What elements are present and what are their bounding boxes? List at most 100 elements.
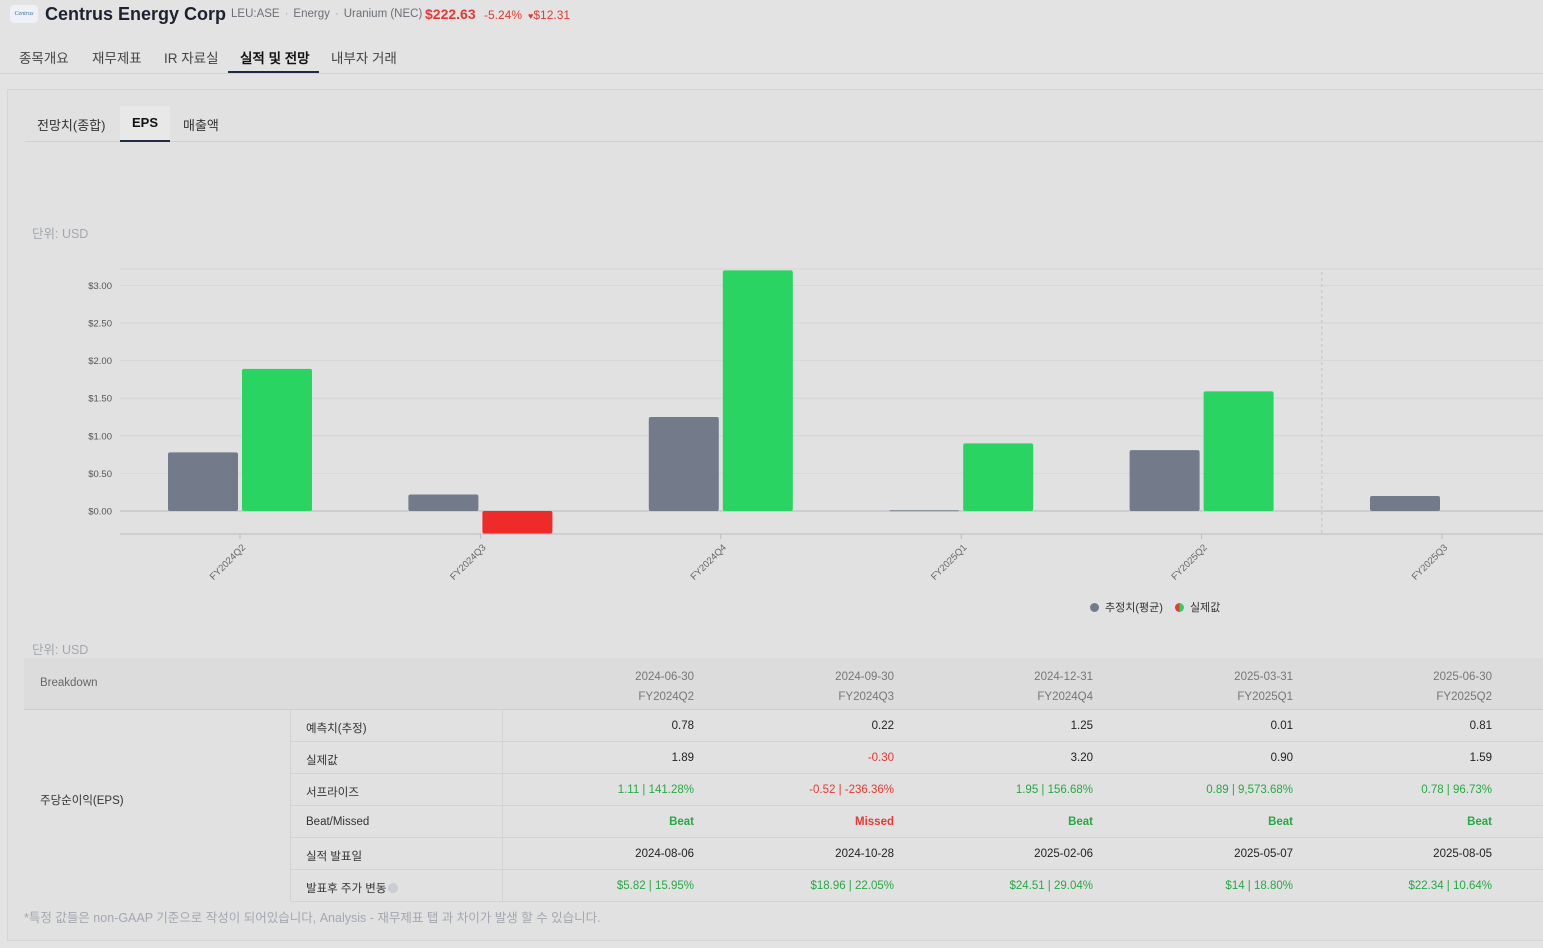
ticker: LEU:ASE xyxy=(231,8,280,20)
x-tick-label: FY2025Q3 xyxy=(1410,542,1450,582)
subtab-forecast[interactable]: 전망치(종합) xyxy=(37,118,106,133)
table-row: 예측치(추정) 0.78 0.22 1.25 0.01 0.81 xyxy=(290,710,1543,742)
row-label: 실제값 xyxy=(306,755,338,767)
column-header: 2024-12-31 FY2024Q4 xyxy=(893,667,1093,707)
y-tick-label: $0.00 xyxy=(88,507,112,518)
row-label: 서프라이즈 xyxy=(306,787,359,799)
estimate-bar xyxy=(889,510,960,512)
table-cell: 1.25 xyxy=(1070,720,1093,732)
table-cell: -0.30 xyxy=(867,752,894,764)
company-name: Centrus Energy Corp xyxy=(45,4,227,24)
beat-missed-cell: Beat xyxy=(1068,816,1093,828)
beat-missed-cell: Beat xyxy=(1268,816,1293,828)
breakdown-header: Breakdown xyxy=(40,677,98,689)
beat-missed-cell: Missed xyxy=(855,816,894,828)
estimate-bar xyxy=(408,494,479,511)
table-row: 발표후 주가 변동 $5.82 | 15.95% $18.96 | 22.05%… xyxy=(290,870,1543,902)
actual-bar xyxy=(242,368,312,511)
subtab-eps[interactable]: EPS xyxy=(132,115,159,130)
actual-bar xyxy=(482,511,553,534)
table-cell: $22.34 | 10.64% xyxy=(1408,880,1492,892)
chart-unit-label: 단위: USD xyxy=(32,227,89,241)
table-cell: 2024-08-06 xyxy=(635,848,694,860)
table-row: 실적 발표일 2024-08-06 2024-10-28 2025-02-06 … xyxy=(290,838,1543,870)
separator-dot: · xyxy=(284,8,289,20)
table-cell: 0.89 | 9,573.68% xyxy=(1206,784,1293,796)
table-cell: 2024-10-28 xyxy=(835,848,894,860)
table-cell: 0.78 xyxy=(671,720,694,732)
earnings-panel: 전망치(종합) EPS 매출액 xyxy=(7,89,1543,941)
table-header: Breakdown 2024-06-30 FY2024Q2 2024-09-30 F… xyxy=(24,658,1543,710)
y-tick-label: $1.00 xyxy=(88,431,112,442)
actual-bar xyxy=(722,270,793,511)
table-cell: 0.90 xyxy=(1270,752,1293,764)
table-cell: 1.11 | 141.28% xyxy=(617,784,694,796)
active-sub-tab-indicator xyxy=(120,106,170,142)
active-tab-indicator xyxy=(228,71,319,73)
legend-actual[interactable]: 실제값 xyxy=(1189,602,1221,614)
eps-chart: $0.00 $0.50 $1.00 $1.50 $2.00 $2.50 $3.00 FY202… xyxy=(88,268,1543,583)
main-tab-bar: 종목개요 재무제표 IR 자료실 실적 및 전망 내부자 거래 xyxy=(0,40,1543,74)
table-cell: 0.78 | 96.73% xyxy=(1421,784,1492,796)
column-divider xyxy=(290,710,291,902)
sub-tab-bar: 전망치(종합) EPS 매출액 xyxy=(25,103,1543,142)
estimate-bar xyxy=(1129,450,1200,511)
subtab-revenue[interactable]: 매출액 xyxy=(183,118,219,133)
separator-dot: · xyxy=(334,8,339,20)
row-label: 발표후 주가 변동 xyxy=(306,880,399,896)
tab-financials[interactable]: 재무제표 xyxy=(92,51,142,66)
row-label: 실적 발표일 xyxy=(306,851,363,863)
row-label: 예측치(추정) xyxy=(306,723,367,735)
eps-row-group: 주당순이익(EPS) 예측치(추정) 0.78 0.22 1.25 0.01 0… xyxy=(24,710,1543,902)
table-row: 서프라이즈 1.11 | 141.28% -0.52 | -236.36% 1.… xyxy=(290,774,1543,806)
down-arrow-icon: ♥ xyxy=(528,11,534,21)
tab-insider[interactable]: 내부자 거래 xyxy=(331,51,397,66)
table-cell: -0.52 | -236.36% xyxy=(809,784,894,796)
y-tick-label: $2.00 xyxy=(88,356,112,367)
y-tick-label: $0.50 xyxy=(88,469,112,480)
company-logo: Centrus xyxy=(10,5,38,23)
info-icon[interactable] xyxy=(388,883,399,893)
beat-missed-cell: Beat xyxy=(669,816,694,828)
column-date: 2024-12-31 xyxy=(1034,671,1093,683)
y-tick-label: $1.50 xyxy=(88,394,112,405)
tab-overview[interactable]: 종목개요 xyxy=(19,51,69,66)
price-change-value: $12.31 xyxy=(533,8,571,22)
actual-bar xyxy=(963,443,1034,511)
x-tick-label: FY2024Q3 xyxy=(448,542,488,582)
actual-bar xyxy=(1203,391,1274,511)
tab-ir[interactable]: IR 자료실 xyxy=(164,51,219,66)
column-quarter: FY2025Q1 xyxy=(1237,691,1293,703)
column-quarter: FY2024Q2 xyxy=(638,691,694,703)
column-quarter: FY2025Q2 xyxy=(1436,691,1492,703)
actual-legend-dot xyxy=(1174,602,1184,612)
x-tick-label: FY2025Q2 xyxy=(1169,542,1209,582)
table-row: 실제값 1.89 -0.30 3.20 0.90 1.59 xyxy=(290,742,1543,774)
column-header: 2024-06-30 FY2024Q2 xyxy=(494,667,694,707)
column-header: 2025-06-30 FY2025Q2 xyxy=(1292,667,1492,707)
legend-estimate[interactable]: 추정치(평균) xyxy=(1105,602,1163,614)
column-header: 2024-09-30 FY2024Q3 xyxy=(694,667,894,707)
tab-earnings[interactable]: 실적 및 전망 xyxy=(240,51,310,66)
column-quarter: FY2024Q4 xyxy=(1037,691,1093,703)
estimate-bar xyxy=(648,417,719,511)
column-divider xyxy=(502,710,503,902)
column-date: 2024-09-30 xyxy=(835,671,894,683)
footnote: *특정 값들은 non-GAAP 기준으로 작성이 되어있습니다, Analys… xyxy=(24,911,601,925)
stock-meta: LEU:ASE · Energy · Uranium (NEC) xyxy=(231,8,422,20)
y-tick-label: $2.50 xyxy=(88,319,112,330)
row-label: Beat/Missed xyxy=(306,816,370,828)
table-cell: $14 | 18.80% xyxy=(1225,880,1293,892)
column-date: 2024-06-30 xyxy=(635,671,694,683)
y-tick-label: $3.00 xyxy=(88,281,112,292)
sector: Energy xyxy=(293,8,330,20)
column-date: 2025-06-30 xyxy=(1433,671,1492,683)
table-unit-label: 단위: USD xyxy=(32,643,89,657)
stock-price: $222.63 xyxy=(425,6,476,22)
table-cell: $18.96 | 22.05% xyxy=(810,880,894,892)
table-cell: 1.59 xyxy=(1469,752,1492,764)
beat-missed-cell: Beat xyxy=(1467,816,1492,828)
table-cell: 0.22 xyxy=(871,720,894,732)
x-tick-label: FY2025Q1 xyxy=(929,542,969,582)
estimate-bar xyxy=(168,452,238,511)
